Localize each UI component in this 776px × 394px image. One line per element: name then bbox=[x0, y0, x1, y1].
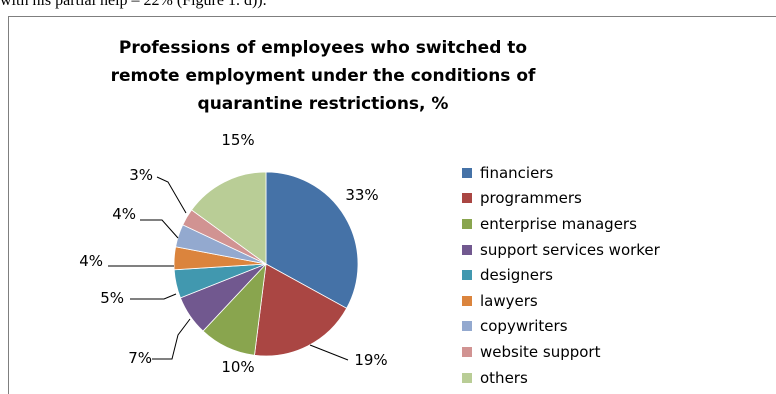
data-label-website-support: 3% bbox=[129, 166, 153, 184]
pie-slice-others bbox=[191, 171, 267, 265]
legend-item-website-support: website support bbox=[462, 339, 660, 365]
legend-label: designers bbox=[480, 266, 553, 285]
data-label-lawyers: 4% bbox=[79, 252, 103, 270]
legend-item-enterprise-managers: enterprise managers bbox=[462, 211, 660, 237]
data-label-copywriters: 4% bbox=[112, 205, 136, 223]
leader-line-programmers bbox=[309, 344, 349, 361]
data-label-programmers: 19% bbox=[354, 351, 387, 369]
data-label-support-services-worker: 7% bbox=[128, 349, 152, 367]
chart-title: Professions of employees who switched to… bbox=[110, 38, 536, 114]
legend-item-copywriters: copywriters bbox=[462, 314, 660, 340]
legend-swatch bbox=[462, 270, 472, 281]
legend-swatch bbox=[462, 244, 472, 255]
pie-slice-programmers bbox=[254, 263, 348, 357]
legend-item-support-services-worker: support services worker bbox=[462, 237, 660, 263]
pie-slice-financiers bbox=[265, 171, 359, 309]
legend-swatch bbox=[462, 193, 472, 204]
legend-label: website support bbox=[480, 342, 601, 361]
legend-swatch bbox=[462, 218, 472, 229]
legend-label: enterprise managers bbox=[480, 214, 637, 233]
chart-frame bbox=[8, 16, 776, 394]
legend-item-programmers: programmers bbox=[462, 186, 660, 212]
leader-line-website-support bbox=[156, 176, 187, 214]
legend-label: copywriters bbox=[480, 317, 568, 336]
legend-label: others bbox=[480, 368, 528, 387]
data-label-others: 15% bbox=[221, 131, 254, 149]
legend-label: financiers bbox=[480, 163, 554, 182]
legend-item-lawyers: lawyers bbox=[462, 288, 660, 314]
legend-swatch bbox=[462, 372, 472, 383]
legend-swatch bbox=[462, 321, 472, 332]
legend-label: support services worker bbox=[480, 240, 660, 259]
leader-line-designers bbox=[130, 293, 177, 300]
data-label-designers: 5% bbox=[100, 289, 124, 307]
legend-swatch bbox=[462, 295, 472, 306]
legend-swatch bbox=[462, 167, 472, 178]
leader-line-copywriters bbox=[140, 219, 179, 239]
leader-line-support-services-worker bbox=[152, 318, 191, 360]
legend-label: programmers bbox=[480, 189, 582, 208]
legend-item-designers: designers bbox=[462, 262, 660, 288]
data-label-enterprise-managers: 10% bbox=[221, 358, 254, 376]
legend-label: lawyers bbox=[480, 291, 538, 310]
legend-swatch bbox=[462, 346, 472, 357]
legend-item-financiers: financiers bbox=[462, 160, 660, 186]
legend: financiers programmers enterprise managers… bbox=[462, 160, 660, 390]
data-label-financiers: 33% bbox=[345, 186, 378, 204]
intro-text: with his partial help – 22% (Figure 1. d… bbox=[0, 0, 267, 9]
legend-item-others: others bbox=[462, 365, 660, 391]
